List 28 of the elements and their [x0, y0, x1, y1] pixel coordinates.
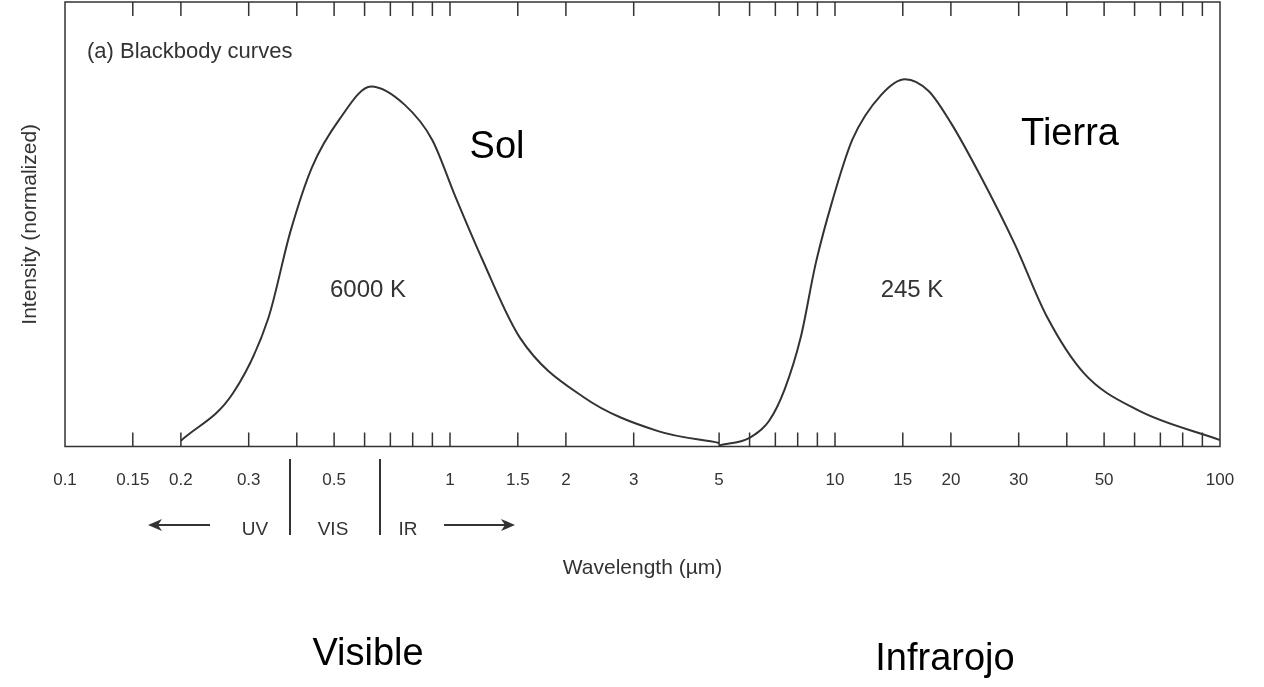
x-tick-label: 15: [893, 470, 913, 490]
x-tick-label: 5: [714, 470, 724, 490]
x-tick-label: 3: [628, 470, 639, 490]
annotation: 6000 K: [329, 274, 407, 302]
x-tick-label: 0.5: [322, 470, 346, 490]
x-tick-label: 2: [561, 470, 571, 490]
x-tick-label: 10: [825, 470, 845, 490]
x-tick-label: 1: [445, 470, 455, 490]
x-tick-label: 1.5: [505, 470, 530, 490]
x-tick-label: 20: [941, 470, 961, 490]
x-tick-label: 100: [1205, 470, 1235, 490]
y-axis-title: Intensity (normalized): [16, 123, 40, 325]
x-tick-label: 0.3: [236, 470, 261, 490]
x-tick-label: 30: [1009, 470, 1029, 490]
annotation: Sol: [469, 124, 525, 167]
annotation: 245 K: [880, 274, 944, 302]
text: Visible: [312, 631, 424, 674]
text: UV: [241, 518, 269, 540]
text: Infrarojo: [875, 636, 1015, 679]
annotation: Tierra: [1021, 111, 1120, 154]
text: IR: [398, 518, 418, 540]
chart-title: (a) Blackbody curves: [87, 38, 293, 64]
x-tick-label: 0.1: [53, 470, 77, 490]
x-tick-label: 0.15: [116, 470, 150, 490]
text: VIS: [317, 518, 349, 540]
x-axis-title: Wavelength (µm): [562, 555, 723, 579]
x-tick-label: 0.2: [169, 470, 193, 490]
x-tick-label: 50: [1094, 470, 1114, 490]
